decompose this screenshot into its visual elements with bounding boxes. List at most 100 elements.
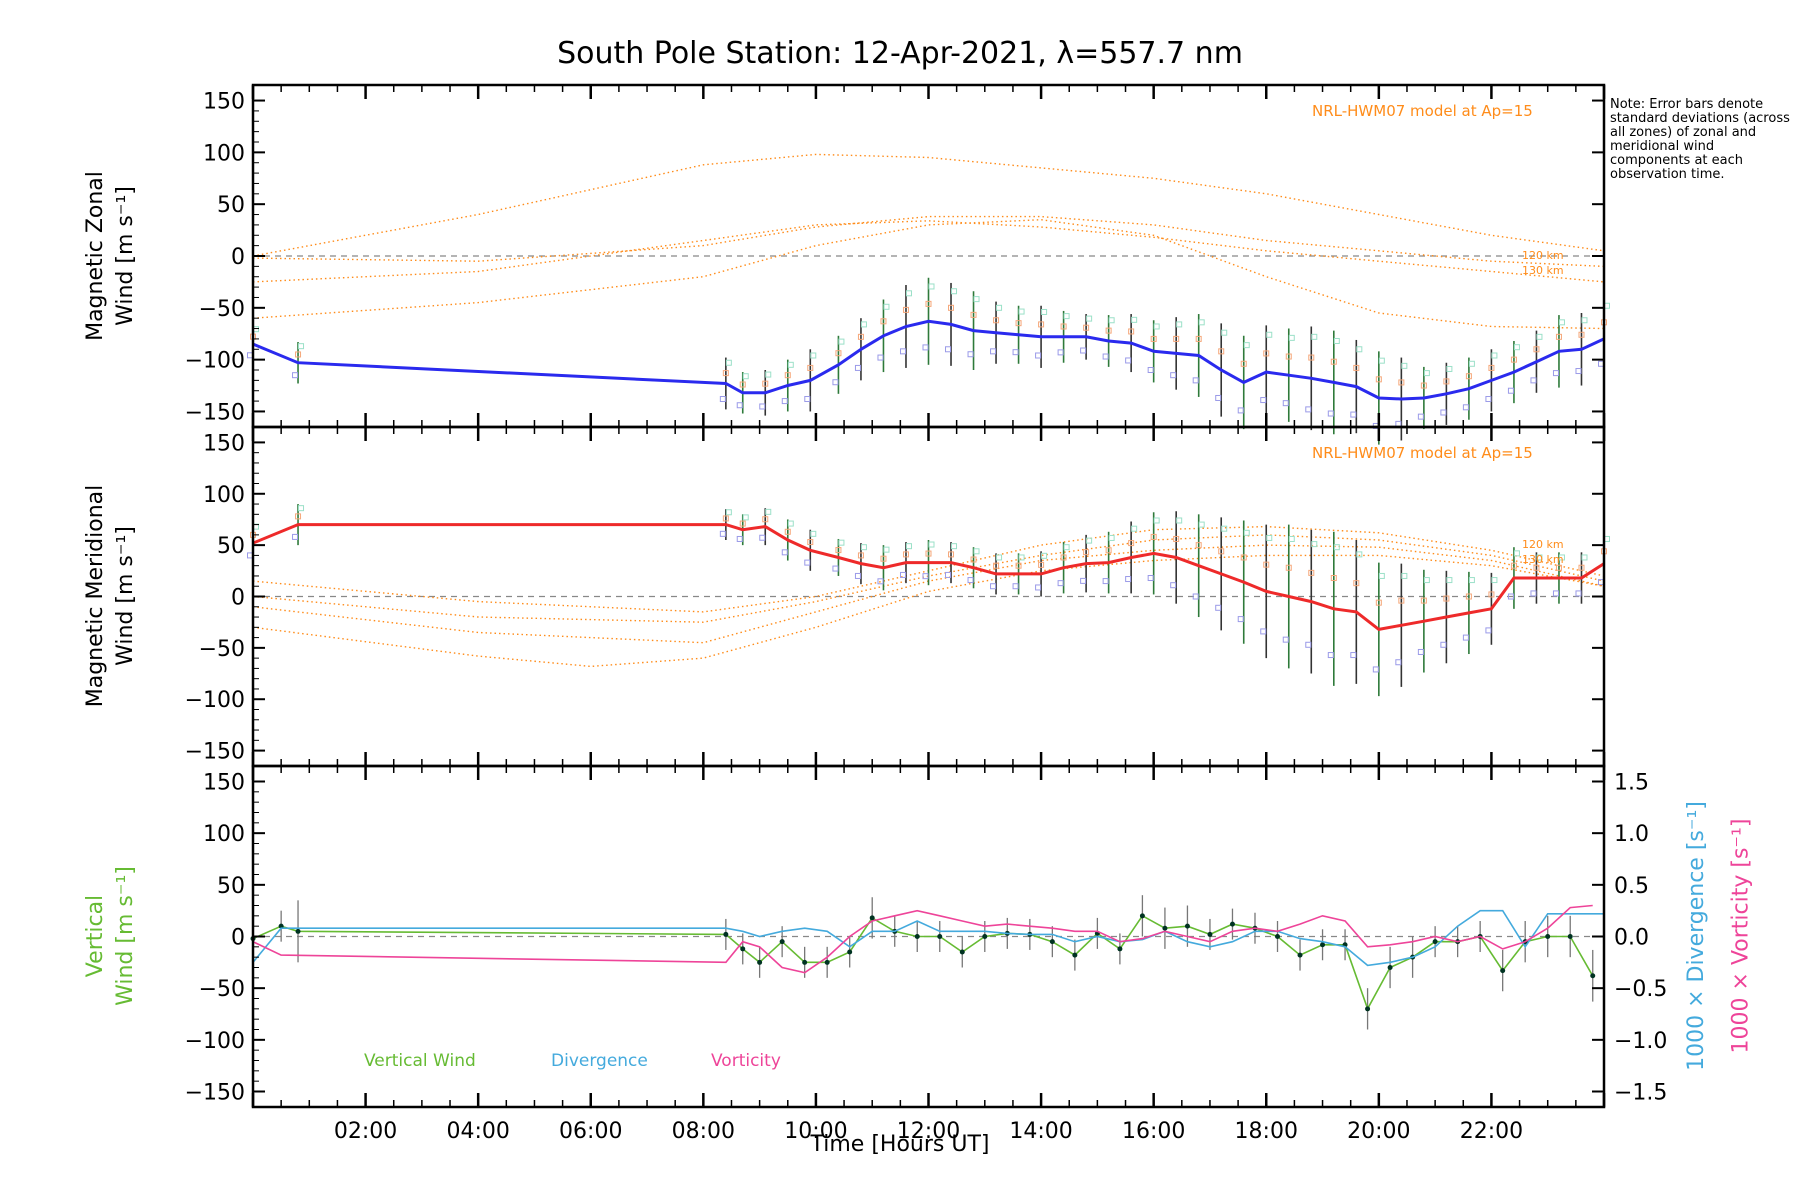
meridional-zone-marker	[1533, 564, 1540, 571]
zonal-zone-marker	[1533, 346, 1540, 353]
y-tick-label: −100	[185, 349, 245, 374]
meridional-panel: 150 100 50 0 −50 −100 −150	[185, 425, 1610, 768]
zonal-zone-marker	[1198, 319, 1205, 326]
y-tick-label: 0	[231, 586, 245, 611]
y-tick-label: 50	[217, 193, 245, 218]
zonal-zone-marker	[1083, 324, 1090, 331]
zonal-zone-marker	[1080, 347, 1087, 354]
zonal-zone-marker	[1462, 404, 1469, 411]
zonal-zone-marker	[970, 311, 977, 318]
meridional-zone-marker	[719, 530, 726, 537]
vertical-wind-point	[824, 959, 830, 965]
zonal-zone-marker	[902, 306, 909, 313]
zonal-zone-marker	[1507, 387, 1514, 394]
meridional-zone-marker	[1035, 584, 1042, 591]
meridional-zone-marker	[1401, 572, 1408, 579]
zonal-panel: 150 100 50 0 −50 −100 −150	[185, 83, 1610, 445]
zonal-zone-marker	[1440, 409, 1447, 416]
zonal-zone-marker	[1513, 344, 1520, 351]
zonal-zone-marker	[1285, 353, 1292, 360]
zonal-zone-marker	[781, 398, 788, 405]
meridional-zone-marker	[736, 535, 743, 542]
y-tick-label: −100	[185, 688, 245, 713]
x-axis-label: Time [Hours UT]	[810, 1132, 990, 1157]
meridional-model-note: NRL-HWM07 model at Ap=15	[1312, 444, 1533, 462]
meridional-zone-marker	[880, 555, 887, 562]
zonal-zone-marker	[1530, 377, 1537, 384]
meridional-zone-marker	[945, 571, 952, 578]
zonal-zone-marker	[1057, 349, 1064, 356]
zonal-zone-marker	[1260, 397, 1267, 404]
y-tick-label: 100	[203, 822, 245, 847]
vorticity-ylabel: 1000 × Vorticity [s⁻¹]	[1726, 819, 1756, 1054]
zonal-alt-label-130: 130 km	[1522, 264, 1564, 277]
meridional-zone-marker	[1375, 599, 1382, 606]
meridional-zone-marker	[860, 544, 867, 551]
meridional-zone-marker	[1578, 564, 1585, 571]
meridional-zone-marker	[1488, 591, 1495, 598]
meridional-zone-marker	[925, 550, 932, 557]
zonal-zone-marker	[1266, 331, 1273, 338]
meridional-zone-marker	[762, 516, 769, 523]
zonal-zone-marker	[1102, 353, 1109, 360]
meridional-zone-marker	[1311, 541, 1318, 548]
x-tick-label: 12:00	[897, 1119, 960, 1144]
y-tick-label: −150	[185, 400, 245, 425]
meridional-zone-marker	[1350, 652, 1357, 659]
zonal-zone-marker	[1108, 317, 1115, 324]
error-bar-note: Note: Error bars denote standard deviati…	[1610, 97, 1790, 182]
meridional-zone-marker	[902, 551, 909, 558]
zonal-zone-marker	[1063, 313, 1070, 320]
meridional-zone-marker	[1057, 580, 1064, 587]
zonal-zone-marker	[1308, 354, 1315, 361]
x-tick-label: 14:00	[1009, 1119, 1072, 1144]
meridional-zone-marker	[1125, 576, 1132, 583]
meridional-zone-marker	[1330, 575, 1337, 582]
vertical-wind-point	[1117, 946, 1123, 952]
y-tick-label: −50	[199, 637, 245, 662]
vertical-ylabel-line2: Wind [m s⁻¹]	[112, 866, 138, 1006]
zonal-zone-marker	[1420, 382, 1427, 389]
meridional-zone-marker	[1266, 534, 1273, 541]
x-tick-label: 20:00	[1347, 1119, 1410, 1144]
zonal-zone-marker	[880, 318, 887, 325]
meridional-zone-marker	[1465, 593, 1472, 600]
meridional-zone-marker	[1218, 548, 1225, 555]
zonal-zone-marker	[1125, 357, 1132, 364]
meridional-zone-marker	[973, 548, 980, 555]
y-tick-label: 150	[203, 771, 245, 796]
meridional-zone-marker	[1513, 550, 1520, 557]
legend-vorticity: Vorticity	[711, 1051, 781, 1071]
zonal-zone-marker	[295, 351, 302, 358]
meridional-wind-line	[252, 523, 1605, 631]
zonal-zone-marker	[1401, 362, 1408, 369]
vertical-wind-point	[802, 959, 808, 965]
zonal-zone-marker	[990, 348, 997, 355]
zonal-zone-marker	[1153, 323, 1160, 330]
meridional-zone-marker	[1468, 577, 1475, 584]
meridional-zone-marker	[1102, 578, 1109, 585]
zonal-zone-marker	[832, 379, 839, 386]
zonal-zone-marker	[765, 371, 772, 378]
zonal-zone-marker	[1215, 394, 1222, 401]
zonal-zone-marker	[973, 296, 980, 303]
zonal-alt-label-120: 120 km	[1522, 249, 1564, 262]
zonal-zone-marker	[787, 361, 794, 368]
meridional-zone-marker	[1012, 583, 1019, 590]
divergence-ylabel-text: 1000 × Divergence [s⁻¹]	[1683, 801, 1709, 1071]
meridional-zone-marker	[1530, 590, 1537, 597]
y-tick-label: 50	[217, 874, 245, 899]
zonal-zone-marker	[722, 370, 729, 377]
meridional-zone-marker	[1263, 561, 1270, 568]
meridional-zone-marker	[787, 520, 794, 527]
meridional-zone-marker	[1423, 577, 1430, 584]
y-tick-label: 150	[203, 431, 245, 456]
zonal-zone-marker	[739, 381, 746, 388]
meridional-zone-marker	[1356, 551, 1363, 558]
zonal-zone-marker	[1552, 370, 1559, 377]
vertical-wind-point	[1207, 931, 1213, 937]
vertical-wind-point	[982, 934, 988, 939]
zonal-zone-marker	[1060, 323, 1067, 330]
zonal-zone-marker	[1375, 376, 1382, 383]
